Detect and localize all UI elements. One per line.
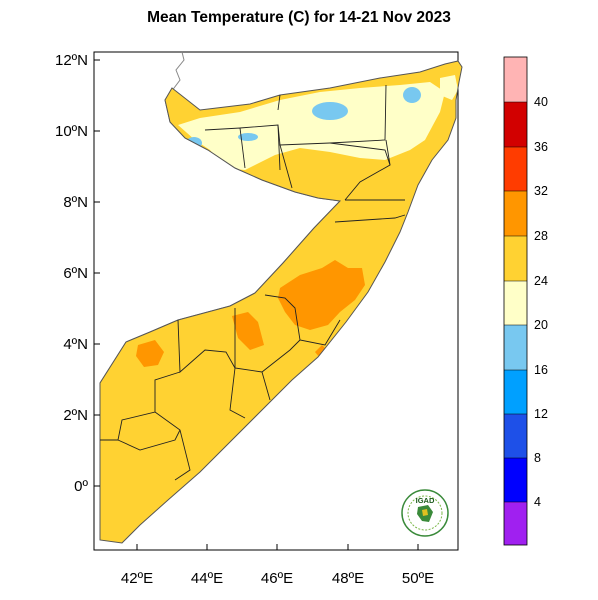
cold-patch-4 (238, 133, 258, 141)
colorbar-label-8: 8 (534, 451, 541, 465)
colorbar-bin-12-16 (504, 370, 527, 414)
cold-patch-1 (312, 102, 348, 120)
colorbar-bin-36-40 (504, 102, 527, 147)
lat-label-6n: 6ºN (63, 265, 88, 282)
lat-label-10n: 10ºN (55, 123, 88, 140)
colorbar-bin-24-28 (504, 236, 527, 281)
lon-label-42e: 42ºE (121, 570, 153, 587)
colorbar-label-40: 40 (534, 95, 548, 109)
cold-patch-2 (403, 87, 421, 103)
colorbar-label-36: 36 (534, 140, 548, 154)
lon-label-50e: 50ºE (402, 570, 434, 587)
colorbar-bin-above-40 (504, 57, 527, 102)
hot-zone-central (278, 260, 365, 330)
axis-ticks (94, 59, 419, 550)
colorbar-bin-16-20 (504, 325, 527, 370)
lon-label-46e: 46ºE (261, 570, 293, 587)
lon-label-44e: 44ºE (191, 570, 223, 587)
lat-label-12n: 12ºN (55, 52, 88, 69)
hot-zone-west-central (232, 312, 264, 350)
lon-label-48e: 48ºE (332, 570, 364, 587)
map-title: Mean Temperature (C) for 14-21 Nov 2023 (147, 9, 451, 26)
colorbar-bin-32-36 (504, 147, 527, 191)
cool-zone-northeast (440, 75, 458, 100)
somalia-outline (99, 60, 463, 544)
colorbar-label-24: 24 (534, 274, 548, 288)
colorbar-label-32: 32 (534, 184, 548, 198)
igad-logo-text: IGAD (416, 496, 435, 505)
lat-label-2n: 2ºN (63, 407, 88, 424)
colorbar-bin-28-32 (504, 191, 527, 236)
admin-boundaries (100, 84, 406, 481)
djibouti-border (164, 51, 185, 101)
colorbar-label-12: 12 (534, 407, 548, 421)
lat-label-8n: 8ºN (63, 194, 88, 211)
hot-zone-southwest (136, 340, 164, 367)
lat-label-0: 0º (74, 478, 88, 495)
colorbar-bin-8-12 (504, 414, 527, 458)
colorbar-bin-4-8 (504, 458, 527, 502)
colorbar-bin-20-24 (504, 281, 527, 325)
lat-label-4n: 4ºN (63, 336, 88, 353)
hot-spot-coast (315, 345, 327, 358)
colorbar-label-20: 20 (534, 318, 548, 332)
igad-logo: IGAD (401, 489, 449, 537)
colorbar (503, 56, 528, 546)
colorbar-label-16: 16 (534, 363, 548, 377)
colorbar-bin-below-4 (504, 502, 527, 545)
colorbar-label-4: 4 (534, 495, 541, 509)
cool-zone-north (178, 82, 445, 170)
colorbar-label-28: 28 (534, 229, 548, 243)
